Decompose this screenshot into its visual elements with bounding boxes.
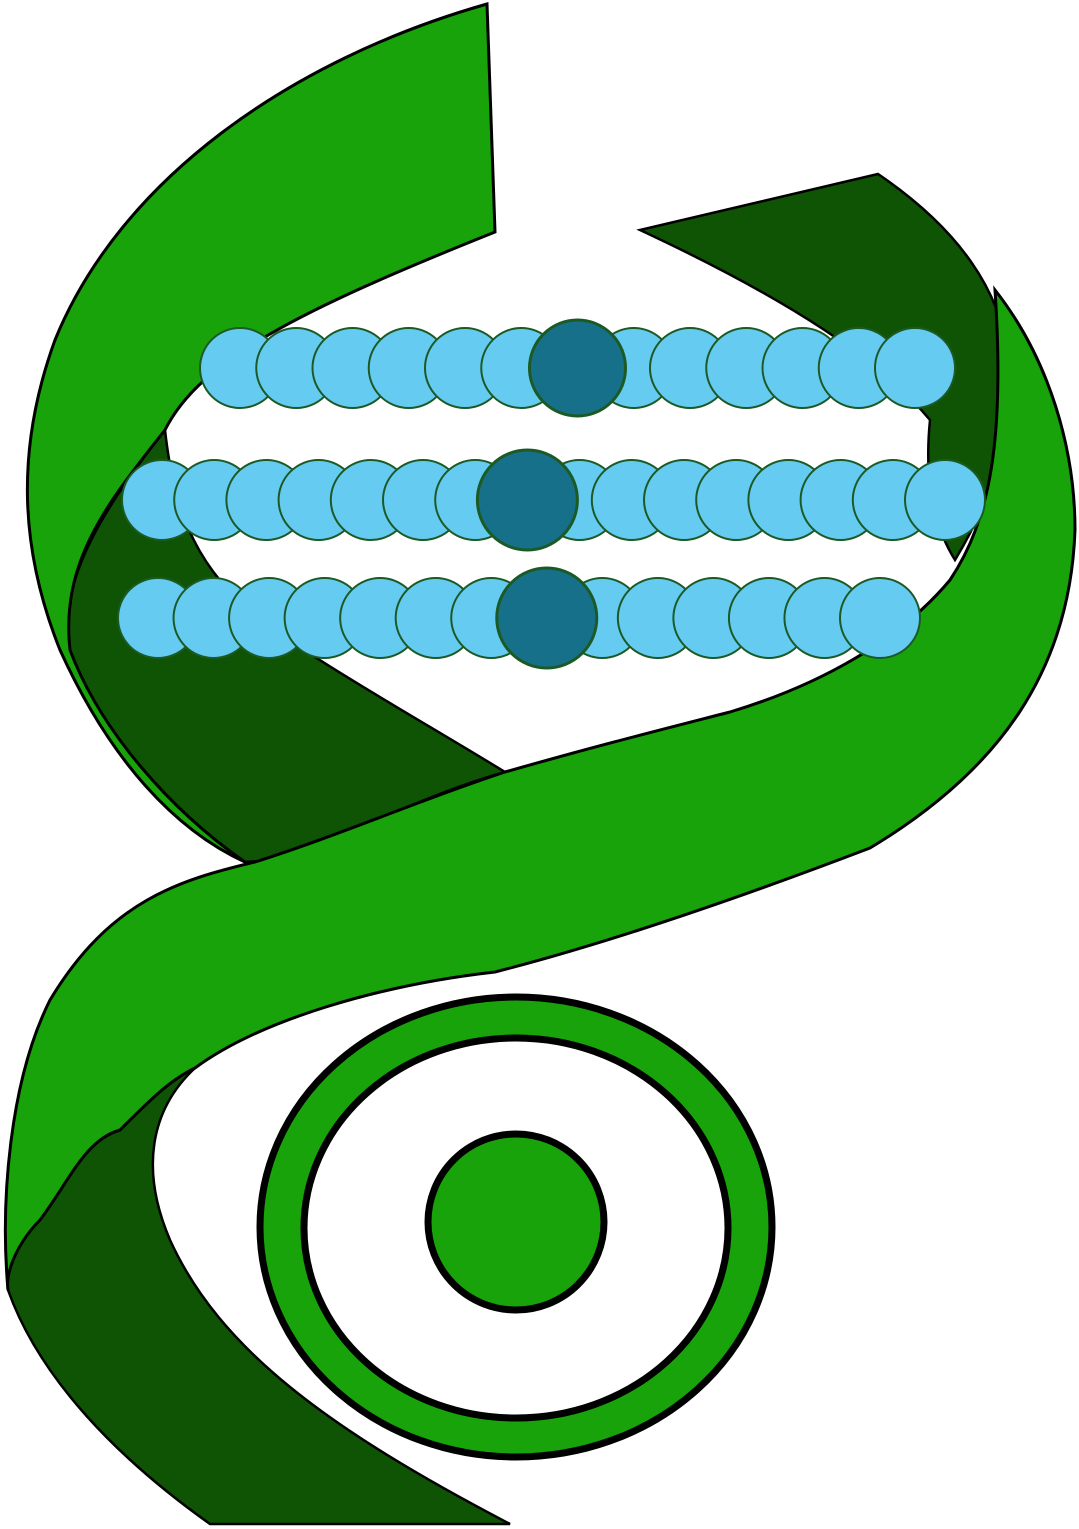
bead [904,459,986,541]
bead-highlight [495,566,599,670]
bead [874,327,956,409]
bead-row-bottom [117,566,921,670]
ribbon-front-upper-left [25,2,497,864]
bead-row-middle [121,448,986,552]
bead-highlight [475,448,579,552]
ribbon-front-main-diagonal [3,285,1077,1291]
bead [839,577,921,659]
bead-highlight [528,318,627,418]
bead-row-top [199,318,956,418]
eye-pupil [424,1130,608,1314]
